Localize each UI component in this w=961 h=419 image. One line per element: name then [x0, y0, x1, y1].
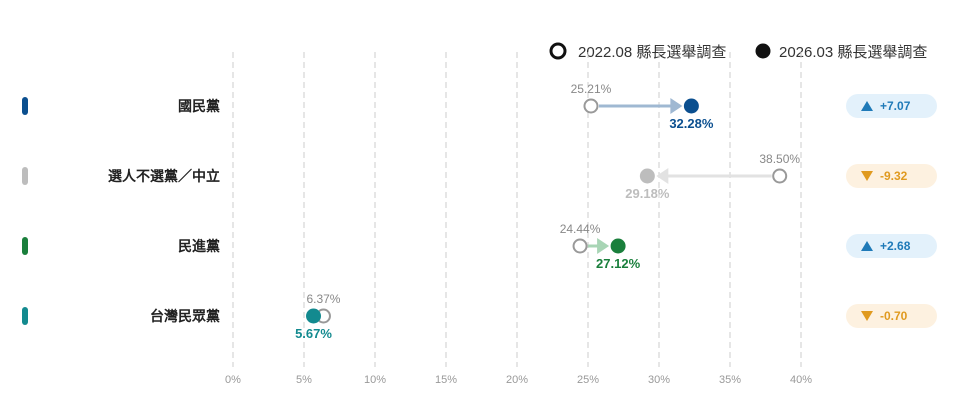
legend-old-marker — [549, 42, 567, 60]
party-color-marker — [22, 167, 28, 185]
x-tick-label: 30% — [648, 374, 670, 386]
chart-row: 台灣民眾黨 6.37% 5.67% -0.70 — [22, 292, 937, 341]
change-badge-label: +7.07 — [880, 99, 911, 113]
x-tick-label: 0% — [225, 374, 241, 386]
change-arrowhead — [656, 168, 669, 184]
change-badge-label: -0.70 — [880, 309, 908, 323]
legend-new-marker — [755, 43, 771, 59]
chart-rows: 國民黨 25.21% 32.28% +7.07 選人不選黨／中立 38.50% 29.18%… — [22, 82, 937, 341]
new-value-label: 32.28% — [669, 116, 714, 131]
new-value-marker — [306, 308, 322, 324]
x-tick-label: 40% — [790, 374, 812, 386]
x-tick-label: 10% — [364, 374, 386, 386]
up-triangle-icon — [861, 101, 873, 111]
change-badge-label: +2.68 — [880, 239, 911, 253]
old-value-label: 25.21% — [571, 82, 612, 96]
change-arrowhead — [597, 238, 610, 254]
change-badge — [846, 304, 937, 328]
old-value-marker — [572, 238, 588, 254]
old-value-label: 24.44% — [560, 222, 601, 236]
party-color-marker — [22, 97, 28, 115]
legend-old-label: 2022.08 縣長選舉調查 — [578, 44, 726, 61]
x-tick-label: 35% — [719, 374, 741, 386]
down-triangle-icon — [861, 311, 873, 321]
party-label: 民進黨 — [178, 238, 220, 254]
party-label: 台灣民眾黨 — [150, 308, 220, 324]
new-value-marker — [610, 238, 626, 254]
x-tick-label: 5% — [296, 374, 312, 386]
change-badge — [846, 164, 937, 188]
new-value-marker — [639, 168, 655, 184]
old-value-label: 6.37% — [306, 292, 340, 306]
party-label: 選人不選黨／中立 — [108, 168, 220, 184]
new-value-marker — [683, 98, 699, 114]
change-badge — [846, 94, 937, 118]
old-value-marker — [583, 98, 599, 114]
party-color-marker — [22, 237, 28, 255]
new-value-label: 27.12% — [596, 256, 641, 271]
legend-new-label: 2026.03 縣長選舉調查 — [779, 44, 927, 61]
x-tick-label: 20% — [506, 374, 528, 386]
new-value-label: 29.18% — [625, 186, 670, 201]
chart-row: 民進黨 24.44% 27.12% +2.68 — [22, 222, 937, 271]
old-value-marker — [772, 168, 788, 184]
x-tick-label: 25% — [577, 374, 599, 386]
legend: 2022.08 縣長選舉調查 2026.03 縣長選舉調查 — [549, 42, 927, 61]
x-tick-label: 15% — [435, 374, 457, 386]
old-value-label: 38.50% — [759, 152, 800, 166]
down-triangle-icon — [861, 171, 873, 181]
x-tick-labels: 0% 5% 10% 15% 20% 25% 30% 35% 40% — [225, 374, 812, 386]
chart-row: 國民黨 25.21% 32.28% +7.07 — [22, 82, 937, 131]
party-label: 國民黨 — [178, 98, 220, 114]
party-color-marker — [22, 307, 28, 325]
new-value-label: 5.67% — [295, 326, 332, 341]
change-badge — [846, 234, 937, 258]
chart-row: 選人不選黨／中立 38.50% 29.18% -9.32 — [22, 152, 937, 201]
change-badge-label: -9.32 — [880, 169, 908, 183]
up-triangle-icon — [861, 241, 873, 251]
change-arrowhead — [670, 98, 683, 114]
